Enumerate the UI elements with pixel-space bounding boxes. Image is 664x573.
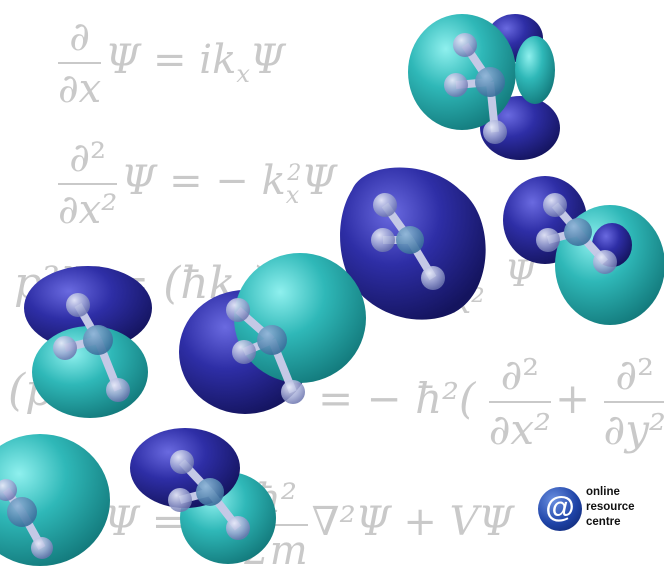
atom-cluster <box>536 193 617 274</box>
orbital-molecule <box>179 253 366 414</box>
orbital-molecule <box>0 434 110 566</box>
at-sign-icon: @ <box>538 487 582 531</box>
fraction: ∂ ∂x <box>58 14 102 112</box>
orbital-molecule <box>130 428 276 564</box>
online-resource-centre-logo[interactable]: @ online resource centre <box>538 485 658 537</box>
equation-momentum-x: ∂ ∂x Ψ = ikxΨ <box>58 14 285 112</box>
fraction: ∂² ∂y² <box>603 350 664 454</box>
logo-text: online resource centre <box>586 486 635 528</box>
equation-laplacian-2d-rhs: = − ħ²( ∂² ∂x² + ∂² ∂y² <box>318 350 664 454</box>
atom-cluster <box>168 450 250 540</box>
atom-cluster <box>444 33 507 144</box>
atom-cluster <box>371 193 445 290</box>
fraction: ∂² ∂x² <box>488 350 551 454</box>
orbital-molecule <box>408 14 560 160</box>
orbital-molecule <box>24 266 152 418</box>
atom-cluster <box>0 479 53 559</box>
orbital-molecule <box>340 167 486 320</box>
equation-second-derivative: ∂² ∂x² Ψ = − kx2Ψ <box>58 135 337 233</box>
atom-cluster <box>53 293 130 402</box>
atom-cluster <box>226 298 305 404</box>
orbital-molecule <box>503 176 664 325</box>
fraction: ∂² ∂x² <box>58 135 118 233</box>
